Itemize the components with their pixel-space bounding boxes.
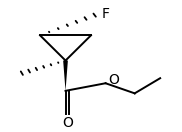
- Text: O: O: [108, 73, 119, 87]
- Text: O: O: [62, 116, 73, 130]
- Polygon shape: [63, 61, 68, 91]
- Text: F: F: [102, 7, 110, 21]
